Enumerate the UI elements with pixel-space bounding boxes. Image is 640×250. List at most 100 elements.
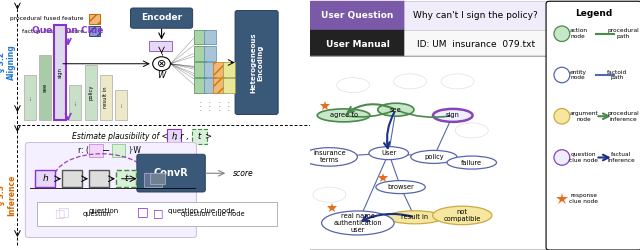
Text: □: □ (58, 205, 69, 218)
Text: □: □ (55, 209, 65, 219)
FancyBboxPatch shape (194, 30, 206, 44)
Ellipse shape (554, 26, 570, 42)
FancyBboxPatch shape (404, 1, 548, 30)
Text: question: question (89, 208, 119, 214)
Text: question
clue node: question clue node (569, 152, 598, 163)
FancyBboxPatch shape (90, 144, 103, 157)
FancyBboxPatch shape (213, 62, 225, 77)
FancyBboxPatch shape (89, 26, 100, 36)
Text: )·W: )·W (128, 146, 141, 155)
FancyBboxPatch shape (310, 1, 404, 30)
Text: ⊗: ⊗ (157, 59, 166, 69)
Text: § 3.3
Inference: § 3.3 Inference (0, 174, 16, 216)
Text: see: see (42, 83, 47, 92)
Text: factoid
path: factoid path (607, 70, 627, 80)
FancyBboxPatch shape (84, 65, 97, 120)
Text: Heterogeneous
Encoding: Heterogeneous Encoding (250, 32, 263, 93)
Ellipse shape (337, 78, 369, 93)
Text: User: User (381, 150, 396, 156)
Ellipse shape (554, 67, 570, 83)
Text: response
clue node: response clue node (569, 193, 598, 204)
FancyBboxPatch shape (223, 62, 235, 77)
FancyBboxPatch shape (36, 202, 277, 226)
Ellipse shape (301, 148, 357, 166)
Text: result in: result in (401, 214, 428, 220)
FancyBboxPatch shape (194, 78, 206, 93)
Text: User Question: User Question (321, 11, 394, 20)
Text: policy: policy (88, 85, 93, 100)
FancyBboxPatch shape (89, 14, 100, 24)
Text: § 3.2
Aligning: § 3.2 Aligning (0, 44, 16, 80)
Text: ConvR: ConvR (154, 168, 188, 178)
FancyBboxPatch shape (150, 173, 165, 184)
FancyBboxPatch shape (24, 75, 36, 120)
FancyBboxPatch shape (100, 75, 112, 120)
Ellipse shape (369, 146, 408, 160)
FancyBboxPatch shape (204, 46, 216, 60)
Ellipse shape (554, 150, 570, 165)
Text: procedural fused feature: procedural fused feature (10, 16, 84, 21)
FancyBboxPatch shape (213, 78, 225, 93)
Text: −: − (102, 146, 110, 156)
Text: Legend: Legend (575, 9, 612, 18)
Text: procedural
path: procedural path (607, 28, 639, 39)
FancyBboxPatch shape (310, 30, 404, 59)
Text: Encoder: Encoder (141, 14, 182, 22)
Text: entity
node: entity node (569, 70, 586, 80)
Text: ID: UM  insurance  079.txt: ID: UM insurance 079.txt (417, 40, 535, 49)
Text: sign: sign (446, 112, 460, 118)
Text: see: see (390, 107, 402, 113)
Text: ...: ... (73, 100, 78, 105)
FancyBboxPatch shape (404, 30, 548, 59)
Ellipse shape (433, 206, 492, 225)
Text: question: question (83, 211, 111, 217)
Text: real name
authentication
user: real name authentication user (333, 213, 382, 233)
FancyBboxPatch shape (62, 170, 82, 187)
Text: ·
·
·: · · · (199, 100, 201, 114)
FancyBboxPatch shape (546, 1, 640, 250)
Text: r: (: r: ( (77, 146, 89, 154)
FancyBboxPatch shape (69, 85, 81, 120)
Text: ...: ... (28, 95, 32, 100)
FancyBboxPatch shape (204, 62, 216, 77)
Text: question clue node: question clue node (168, 208, 235, 214)
Ellipse shape (378, 103, 414, 116)
FancyBboxPatch shape (204, 30, 216, 44)
Ellipse shape (313, 187, 346, 202)
Text: User Manual: User Manual (326, 40, 390, 49)
Text: question clue node: question clue node (180, 211, 244, 217)
Text: failure: failure (461, 160, 483, 166)
Text: ·
·
·: · · · (218, 100, 220, 114)
Ellipse shape (387, 211, 443, 224)
Text: Estimate plausibility of <: Estimate plausibility of < (72, 132, 168, 141)
Text: score: score (233, 169, 253, 178)
Text: result in: result in (103, 87, 108, 108)
Text: factual
inference: factual inference (607, 152, 635, 163)
FancyBboxPatch shape (204, 78, 216, 93)
Text: action
node: action node (569, 28, 587, 39)
Ellipse shape (441, 74, 474, 89)
Ellipse shape (394, 74, 426, 89)
FancyBboxPatch shape (192, 129, 207, 144)
Text: not
compatible: not compatible (444, 209, 481, 222)
Text: W: W (157, 71, 166, 80)
FancyBboxPatch shape (35, 170, 55, 187)
FancyBboxPatch shape (143, 173, 162, 187)
Ellipse shape (317, 109, 370, 122)
Text: argument
node: argument node (569, 111, 598, 122)
FancyBboxPatch shape (89, 170, 109, 187)
FancyBboxPatch shape (166, 129, 181, 144)
FancyBboxPatch shape (116, 170, 136, 187)
Ellipse shape (433, 109, 472, 122)
Text: h: h (42, 174, 48, 183)
Text: ·
·
·: · · · (228, 100, 230, 114)
Text: □: □ (137, 205, 148, 218)
Text: t: t (124, 174, 127, 183)
Text: sign: sign (58, 67, 63, 78)
FancyBboxPatch shape (137, 154, 205, 192)
FancyBboxPatch shape (111, 144, 125, 157)
Text: agree to: agree to (330, 112, 358, 118)
FancyBboxPatch shape (115, 90, 127, 120)
FancyBboxPatch shape (307, 56, 551, 250)
Text: ...: ... (118, 102, 124, 108)
